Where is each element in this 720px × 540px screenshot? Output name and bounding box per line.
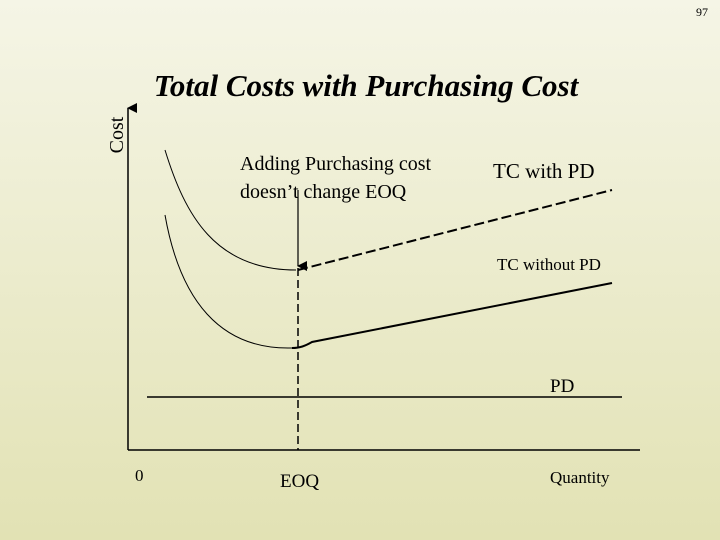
- curve-label: TC without PD: [497, 255, 601, 274]
- x-axis-label: Quantity: [550, 468, 610, 487]
- curve-label: PD: [550, 376, 574, 397]
- eoq-label: EOQ: [280, 471, 319, 492]
- note-line: Adding Purchasing cost: [240, 153, 432, 175]
- tc-with-pd-curve: [164, 149, 297, 271]
- tc-without-pd-curve: [164, 214, 293, 349]
- title: Total Costs with Purchasing Cost: [154, 68, 580, 103]
- curve-label: TC with PD: [493, 159, 595, 183]
- y-axis-label: Cost: [106, 116, 128, 153]
- page-number: 97: [696, 5, 708, 19]
- tc-without-pd-line: [291, 282, 613, 349]
- note-line: doesn’t change EOQ: [240, 181, 407, 203]
- tc-with-pd-line: [297, 189, 613, 271]
- origin-label: 0: [135, 466, 144, 485]
